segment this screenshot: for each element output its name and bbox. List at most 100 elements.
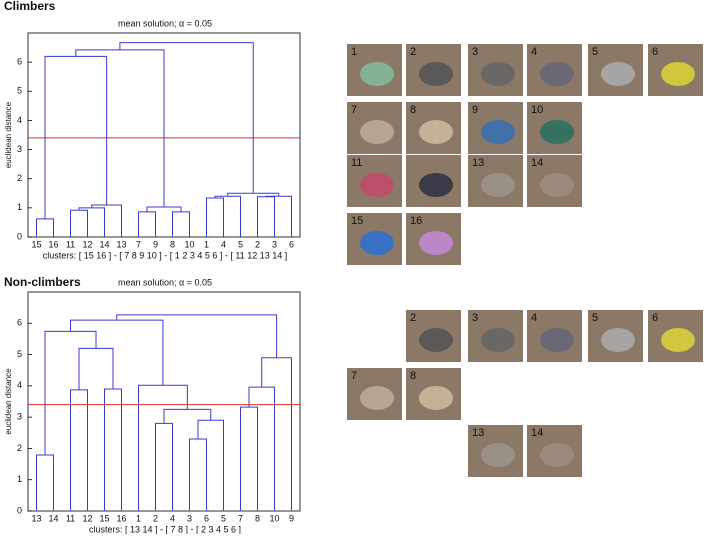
leaf-label: 2 [153,513,158,523]
hold-shape [419,173,453,197]
clusters-label: clusters: [ 13 14 ] - [ 7 8 ] - [ 2 3 4 … [89,524,241,534]
hold-number: 6 [652,312,658,324]
hold-thumbnail: 8 [406,102,461,154]
hold-thumbnail: 4 [527,310,582,362]
axes-box [27,291,301,512]
hold-shape [360,231,394,255]
hold-number: 14 [531,157,543,169]
leaf-label: 7 [238,513,243,523]
link [138,384,188,511]
link [248,386,275,511]
y-axis-label: euclidean distance [4,368,13,435]
hold-shape [540,62,574,86]
hold-number: 10 [531,104,543,116]
hold-thumbnail: 5 [588,44,643,96]
leaf-label: 1 [136,513,141,523]
link [206,197,224,237]
leaf-label: 6 [204,513,209,523]
link [70,319,164,386]
leaf-label: 12 [82,239,92,249]
hold-shape [481,62,515,86]
hold-thumbnail: 6 [648,310,703,362]
y-tick-label: 2 [17,173,22,183]
link [214,195,241,237]
link [36,218,54,237]
leaf-label: 14 [48,513,58,523]
hold-shape [419,328,453,352]
axes-box [27,32,301,238]
y-tick-label: 4 [17,115,22,125]
y-tick-label: 0 [17,231,22,241]
link [261,357,292,511]
leaf-label: 4 [221,239,226,249]
link [70,389,88,511]
hold-shape [661,328,695,352]
leaf-label: 5 [221,513,226,523]
heading: Non-climbers [4,275,81,289]
hold-number: 5 [592,46,598,58]
link [78,347,114,390]
hold-number: 13 [472,157,484,169]
hold-thumbnail: 5 [588,310,643,362]
y-tick-label: 1 [17,474,22,484]
link [91,204,122,237]
link [119,42,254,194]
leaf-label: 16 [48,239,58,249]
leaf-label: 8 [170,239,175,249]
y-tick-label: 3 [17,412,22,422]
hold-shape [540,443,574,467]
y-axis-label: euclidean distance [4,101,13,168]
leaf-label: 6 [289,239,294,249]
hold-number: 3 [472,312,478,324]
hold-thumbnail: 2 [406,310,461,362]
leaf-label: 5 [238,239,243,249]
hold-shape [419,231,453,255]
hold-thumbnail: 6 [648,44,703,96]
link [138,211,156,237]
y-tick-label: 6 [17,57,22,67]
leaf-label: 7 [136,239,141,249]
hold-thumbnail: 4 [527,44,582,96]
y-tick-label: 3 [17,144,22,154]
hold-thumbnail: 8 [406,368,461,420]
y-tick-label: 0 [17,505,22,515]
hold-thumbnail: 9 [468,102,523,154]
link [197,419,224,511]
y-tick-label: 6 [17,318,22,328]
hold-number: 2 [410,312,416,324]
link [265,195,292,237]
hold-shape [601,62,635,86]
hold-thumbnail [406,155,461,207]
leaf-label: 9 [289,513,294,523]
leaf-label: 15 [99,513,109,523]
hold-number: 5 [592,312,598,324]
y-tick-label: 5 [17,86,22,96]
y-tick-label: 4 [17,380,22,390]
hold-thumbnail: 11 [347,155,402,207]
leaf-label: 10 [269,513,279,523]
leaf-label: 9 [153,239,158,249]
hold-shape [419,120,453,144]
link [146,206,182,212]
hold-thumbnail: 15 [347,213,402,265]
hold-shape [540,120,574,144]
leaf-label: 11 [66,513,75,523]
leaf-label: 10 [184,239,194,249]
leaf-label: 13 [31,513,41,523]
leaf-label: 13 [116,239,126,249]
leaf-label: 4 [170,513,175,523]
hold-shape [360,120,394,144]
hold-shape [540,328,574,352]
clusters-label: clusters: [ 15 16 ] - [ 7 8 9 10 ] - [ 1… [43,250,287,260]
link [163,408,212,424]
hold-shape [601,328,635,352]
hold-number: 7 [351,370,357,382]
hold-thumbnail: 14 [527,155,582,207]
leaf-label: 2 [255,239,260,249]
hold-shape [419,62,453,86]
hold-number: 7 [351,104,357,116]
hold-shape [481,120,515,144]
leaf-label: 1 [204,239,209,249]
hold-shape [661,62,695,86]
hold-thumbnail: 7 [347,368,402,420]
